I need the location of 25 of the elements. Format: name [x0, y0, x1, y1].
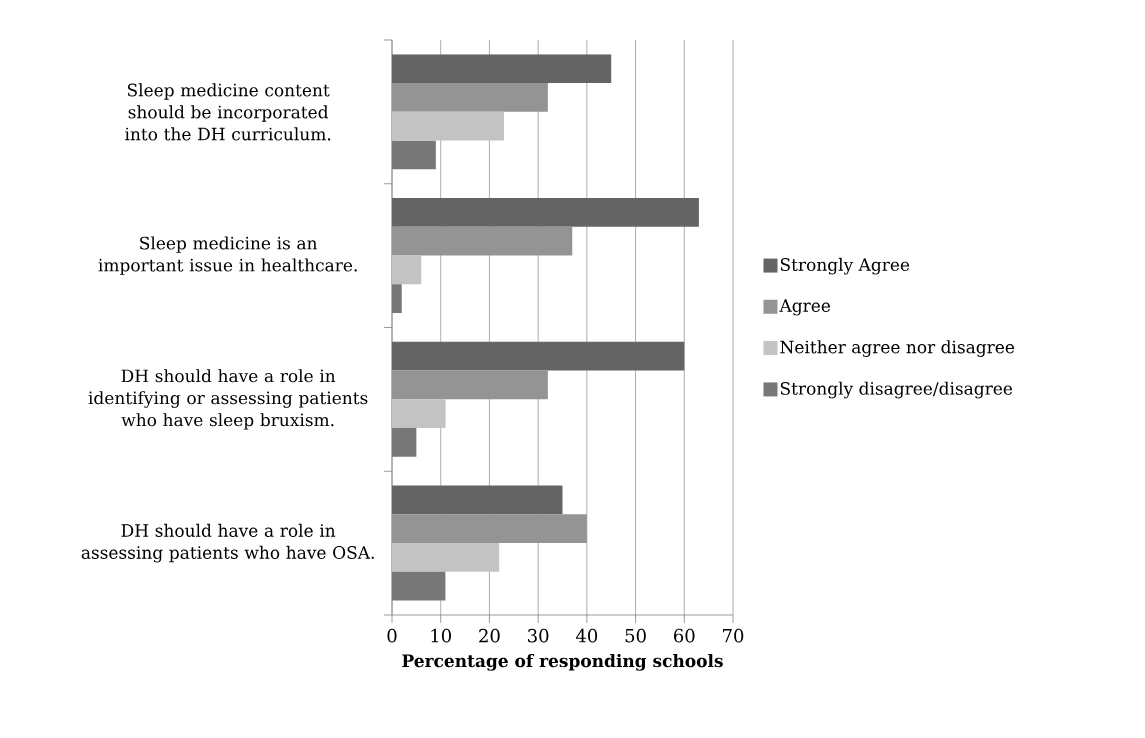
bar: [392, 54, 612, 84]
bar: [392, 485, 563, 515]
x-axis-title: Percentage of responding schools: [402, 654, 723, 671]
bar: [392, 111, 505, 141]
legend-label: Neither agree nor disagree: [780, 340, 1015, 357]
x-tick-label: 30: [528, 628, 549, 643]
y-tick-label: Sleep medicine content should be incorporated into the DH curriculum.: [125, 83, 331, 141]
x-tick-label: 10: [431, 628, 451, 643]
x-tick-label: 20: [479, 628, 500, 643]
x-tick-label: 50: [625, 628, 646, 643]
y-tick-label: Sleep medicine is an important issue in healthcare.: [98, 236, 357, 275]
bar: [392, 255, 422, 285]
bar: [392, 543, 500, 572]
legend-label: Strongly disagree/disagree: [780, 381, 1013, 399]
legend-label: Strongly Agree: [780, 257, 910, 275]
bar: [392, 341, 685, 371]
x-tick-label: 70: [723, 628, 744, 643]
y-tick-label: DH should have a role in identifying or assessing patients who have sleep bruxism.: [88, 369, 368, 430]
y-tick-label: DH should have a role in assessing patients who have OSA.: [81, 523, 374, 563]
x-tick-label: 60: [674, 628, 695, 643]
x-tick-label: 40: [575, 628, 598, 643]
bar: [392, 399, 446, 429]
bar: [392, 198, 699, 227]
legend-label: Agree: [779, 299, 831, 316]
x-tick-label: 0: [387, 628, 397, 643]
